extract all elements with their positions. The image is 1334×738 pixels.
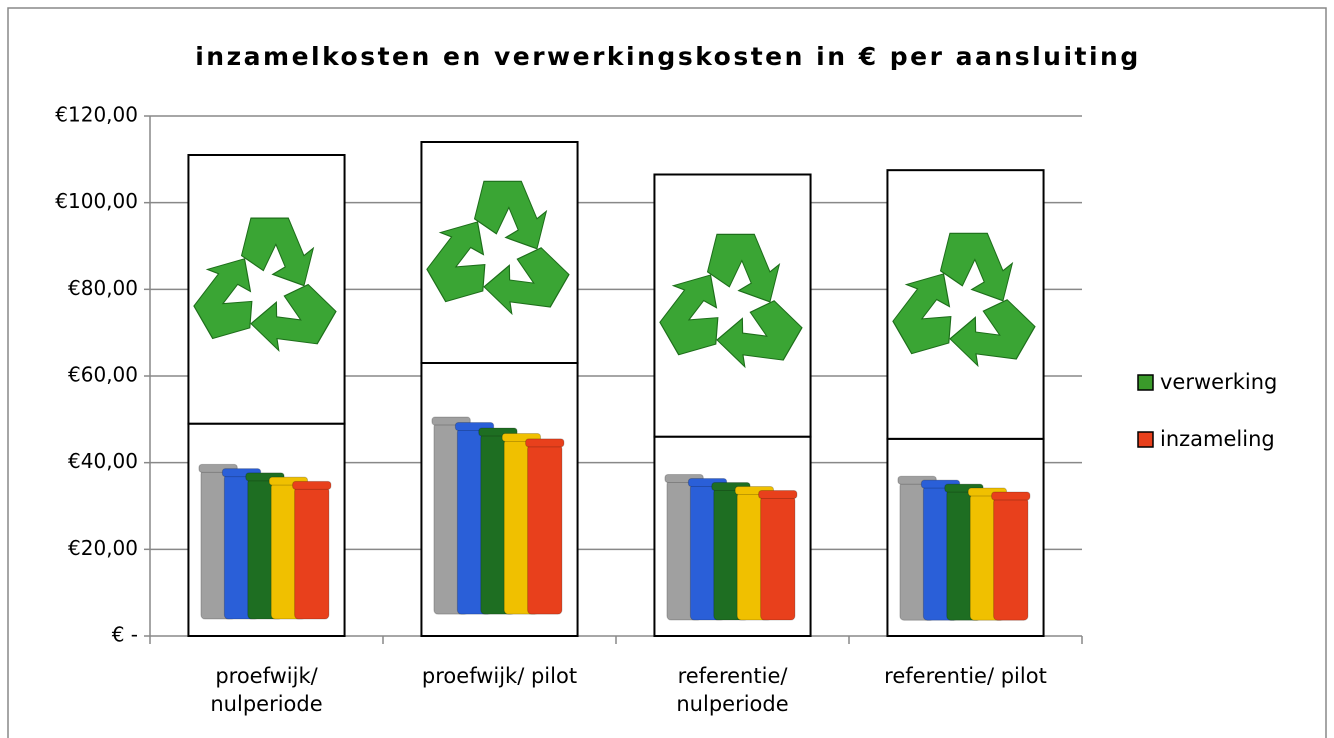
bin-lid — [526, 439, 564, 447]
y-tick-label: €40,00 — [68, 449, 138, 473]
y-tick-label: €80,00 — [68, 276, 138, 300]
bin-icon — [994, 498, 1028, 620]
x-tick-label: referentie/ pilot — [873, 662, 1058, 690]
y-tick-label: €100,00 — [55, 189, 138, 213]
chart: inzamelkosten en verwerkingskosten in € … — [0, 0, 1334, 738]
bin-lid — [759, 490, 797, 498]
bin-icon — [528, 445, 562, 614]
x-tick-label: referentie/ nulperiode — [640, 662, 825, 718]
bin-icon — [295, 487, 329, 619]
bin-icon — [761, 496, 795, 620]
y-tick-label: € - — [112, 623, 138, 647]
legend-swatch — [1138, 432, 1153, 447]
y-tick-label: €60,00 — [68, 363, 138, 387]
page: inzamelkosten en verwerkingskosten in € … — [0, 0, 1334, 738]
y-tick-label: €120,00 — [55, 103, 138, 127]
legend-label: verwerking — [1160, 370, 1277, 394]
x-tick-label: proefwijk/ nulperiode — [174, 662, 359, 718]
y-tick-label: €20,00 — [68, 536, 138, 560]
chart-title: inzamelkosten en verwerkingskosten in € … — [195, 42, 1141, 71]
bin-lid — [992, 492, 1030, 500]
legend-label: inzameling — [1160, 427, 1275, 451]
bin-lid — [293, 481, 331, 489]
legend-swatch — [1138, 375, 1153, 390]
x-tick-label: proefwijk/ pilot — [407, 662, 592, 690]
